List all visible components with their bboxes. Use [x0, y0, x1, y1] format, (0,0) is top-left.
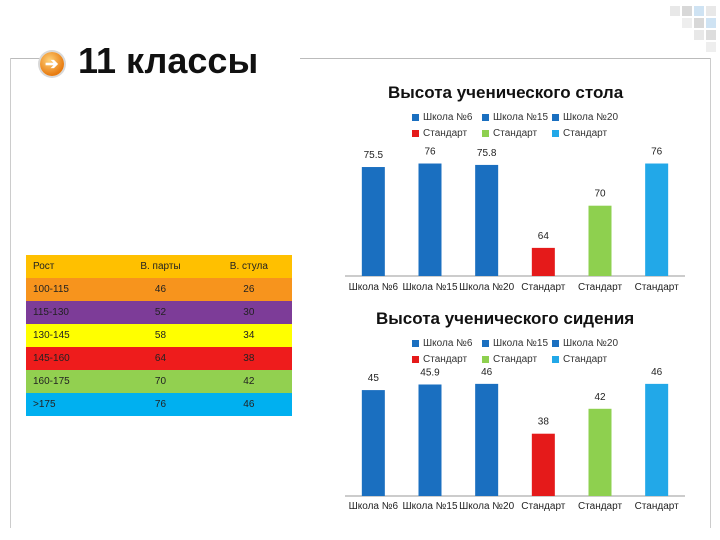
data-label: 45.9: [420, 367, 440, 378]
table-cell: 30: [243, 307, 255, 318]
category-label: Стандарт: [578, 501, 623, 512]
table-row: >175 76 46: [26, 393, 292, 416]
data-label: 38: [538, 417, 550, 428]
category-label: Стандарт: [635, 282, 680, 293]
data-label: 42: [594, 392, 606, 403]
bar: [531, 433, 555, 496]
table-row: 160-175 70 42: [26, 370, 292, 393]
table-cell: 160-175: [33, 376, 70, 387]
size-table: Рост В. парты В. стула 100-115 46 26 115-130 52…: [26, 255, 292, 416]
table-cell: 145-160: [33, 353, 70, 364]
title-rule-left: [10, 58, 40, 59]
bar: [645, 163, 669, 276]
bar: [418, 163, 442, 276]
legend-item: Стандарт: [482, 128, 537, 139]
category-label: Стандарт: [578, 282, 623, 293]
table-header-cell: В. парты: [140, 261, 181, 272]
category-label: Стандарт: [521, 282, 566, 293]
legend-item: Стандарт: [482, 354, 537, 365]
corner-decoration: [670, 6, 716, 52]
data-label: 75.5: [364, 150, 384, 161]
table-cell: 130-145: [33, 330, 70, 341]
bar: [361, 390, 385, 496]
table-cell: 52: [154, 307, 167, 318]
bar: [645, 383, 669, 496]
table-row: 130-145 58 34: [26, 324, 292, 347]
table-cell: 34: [243, 330, 255, 341]
category-label: Школа №20: [459, 501, 514, 512]
category-label: Стандарт: [635, 501, 680, 512]
legend-item: Стандарт: [552, 354, 607, 365]
bar: [588, 408, 612, 496]
legend-item: Школа №20: [552, 112, 618, 123]
category-label: Школа №6: [349, 501, 399, 512]
table-cell: 58: [154, 330, 167, 341]
chart-title-seat: Высота ученического сидения: [376, 309, 635, 328]
bar: [361, 167, 385, 276]
table-cell: 46: [154, 284, 167, 295]
data-label: 76: [424, 147, 436, 158]
table-cell: 64: [154, 353, 167, 364]
data-label: 75.8: [477, 148, 497, 159]
table-cell: >175: [33, 399, 56, 410]
legend-item: Стандарт: [412, 354, 467, 365]
table-cell: 76: [154, 399, 167, 410]
title-rule-right: [300, 58, 710, 59]
table-header-row: Рост В. парты В. стула: [26, 255, 292, 278]
bar: [531, 247, 555, 276]
legend-item: Школа №6: [412, 338, 472, 349]
legend-item: Школа №15: [482, 338, 548, 349]
data-label: 46: [651, 367, 663, 378]
legend-item: Школа №6: [412, 112, 472, 123]
category-label: Школа №15: [402, 282, 457, 293]
table-header-cell: В. стула: [229, 261, 268, 272]
arrow-bullet-icon: ➔: [40, 52, 64, 76]
bar: [475, 383, 499, 496]
category-label: Стандарт: [521, 501, 566, 512]
page-title: 11 классы: [78, 40, 259, 81]
data-label: 76: [651, 147, 663, 158]
table-row: 145-160 64 38: [26, 347, 292, 370]
legend-item: Стандарт: [412, 128, 467, 139]
data-label: 46: [481, 367, 493, 378]
legend-item: Школа №20: [552, 338, 618, 349]
table-header-cell: Рост: [33, 261, 55, 272]
data-label: 64: [538, 231, 550, 242]
frame-right: [710, 58, 711, 528]
bar: [588, 205, 612, 276]
table-cell: 26: [243, 284, 255, 295]
table-cell: 42: [243, 376, 255, 387]
table-cell: 46: [243, 399, 255, 410]
table-cell: 38: [243, 353, 255, 364]
data-label: 70: [594, 189, 606, 200]
table-cell: 100-115: [33, 284, 69, 295]
table-cell: 70: [154, 376, 167, 387]
bar: [418, 384, 442, 496]
category-label: Школа №6: [349, 282, 399, 293]
chart-title-desk: Высота ученического стола: [388, 83, 624, 102]
table-row: 100-115 46 26: [26, 278, 292, 301]
table-row: 115-130 52 30: [26, 301, 292, 324]
category-label: Школа №15: [402, 501, 457, 512]
legend-item: Школа №15: [482, 112, 548, 123]
frame-left: [10, 58, 11, 528]
table-cell: 115-130: [33, 307, 69, 318]
bar: [475, 164, 499, 276]
data-label: 45: [368, 373, 380, 384]
category-label: Школа №20: [459, 282, 514, 293]
legend-item: Стандарт: [552, 128, 607, 139]
